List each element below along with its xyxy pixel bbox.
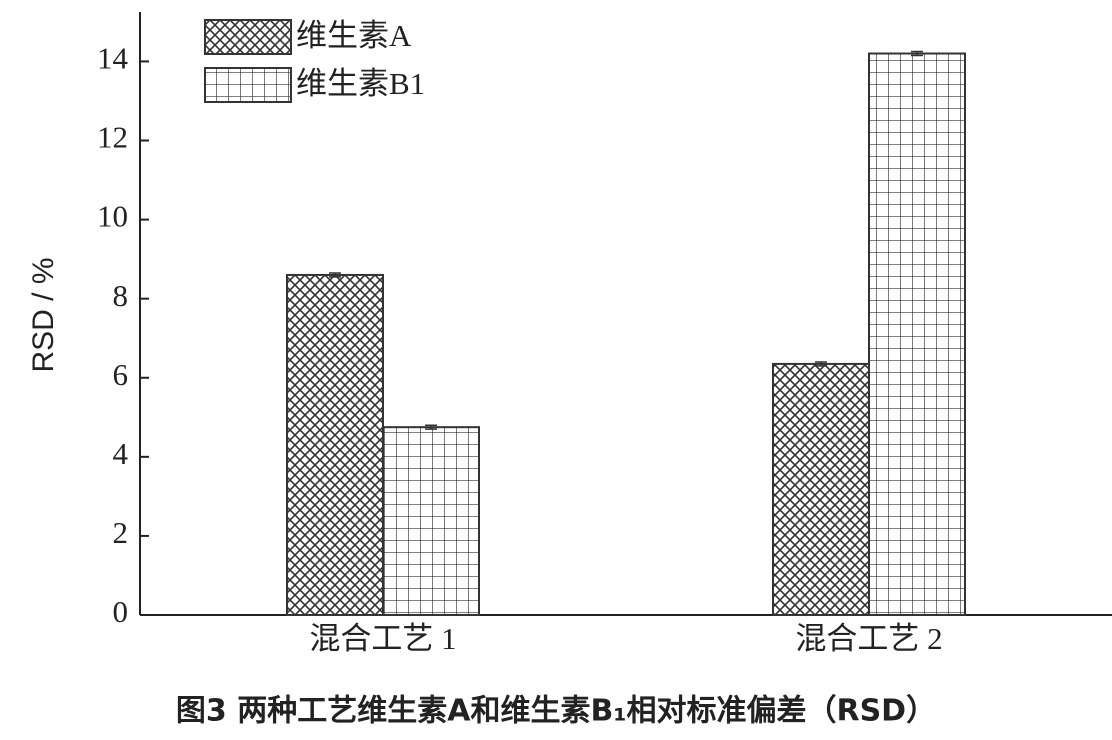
error-bar	[425, 424, 437, 430]
error-bar	[815, 361, 827, 367]
legend-label: 维生素B1	[296, 66, 425, 101]
y-tick-label: 8	[113, 278, 129, 313]
x-tick-label: 混合工艺 1	[309, 621, 456, 656]
x-tick-label: 混合工艺 2	[795, 621, 942, 656]
legend-label: 维生素A	[296, 18, 412, 53]
y-tick-label: 0	[113, 594, 129, 629]
y-tick-label: 12	[97, 120, 128, 155]
error-bar	[329, 272, 341, 278]
bar	[382, 426, 480, 616]
y-tick-label: 6	[113, 357, 129, 392]
y-tick-label: 14	[97, 41, 129, 76]
y-axis-label: RSD / %	[27, 257, 60, 372]
bar	[286, 273, 384, 616]
legend-swatch	[204, 67, 292, 103]
y-tick-label: 10	[97, 199, 128, 234]
error-bar	[911, 50, 923, 57]
y-tick-label: 4	[113, 436, 129, 471]
y-tick-label: 2	[113, 515, 129, 550]
legend-swatch	[204, 19, 292, 55]
caption: 图3 两种工艺维生素A和维生素B₁相对标准偏差（RSD）	[176, 694, 936, 729]
bar	[772, 362, 870, 617]
bar	[868, 52, 966, 617]
